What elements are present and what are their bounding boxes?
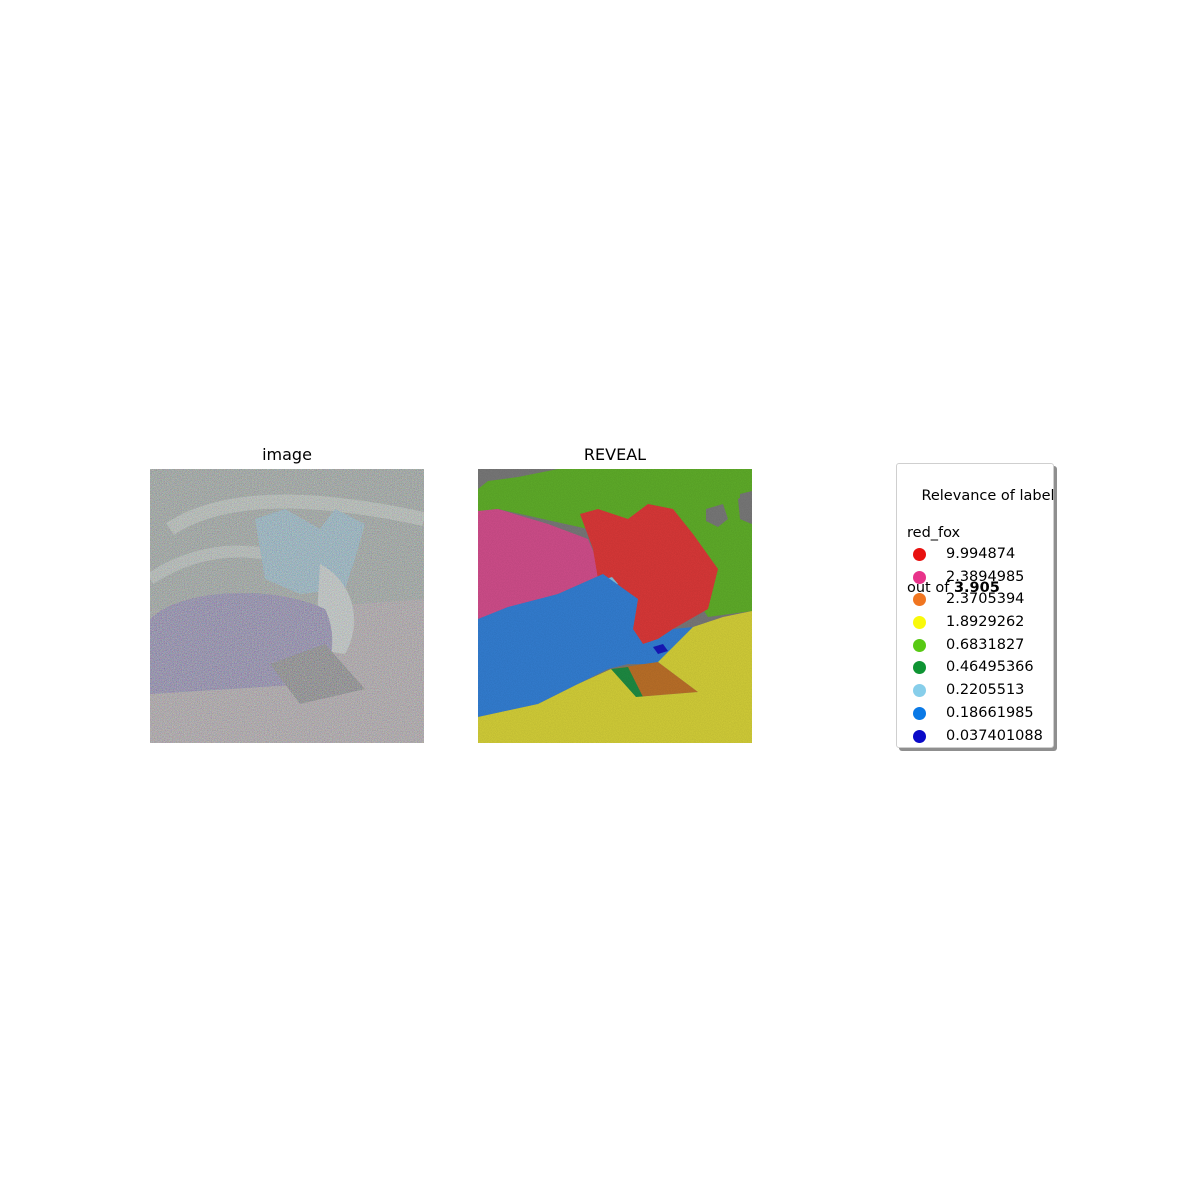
relevance-legend: Relevance of label red_fox out of 3.905 …	[896, 463, 1055, 748]
legend-item: 0.6831827	[897, 635, 1053, 658]
legend-entries: 9.994874 2.3894985 2.3705394 1.8929262 0.683…	[897, 544, 1053, 748]
legend-value: 0.2205513	[946, 682, 1025, 699]
noisy-image-svg	[150, 469, 424, 743]
legend-value: 0.18661985	[946, 704, 1034, 721]
legend-marker-icon	[913, 729, 926, 743]
legend-marker-icon	[913, 593, 926, 607]
legend-title-total: out of 3.905	[903, 579, 1055, 598]
legend-value: 2.3894985	[946, 568, 1025, 585]
legend-item: 0.037401088	[897, 726, 1053, 749]
segment-dark-green	[611, 667, 643, 701]
reveal-panel-title: REVEAL	[583, 445, 647, 464]
legend-item: 0.2205513	[897, 680, 1053, 703]
legend-item: 1.8929262	[897, 612, 1053, 635]
legend-value: 0.6831827	[946, 636, 1025, 653]
legend-marker-icon	[913, 661, 926, 675]
legend-marker-icon	[913, 616, 926, 630]
legend-marker-icon	[913, 638, 926, 652]
legend-value: 0.46495366	[946, 659, 1034, 676]
legend-item: 0.46495366	[897, 657, 1053, 680]
legend-value: 1.8929262	[946, 614, 1025, 631]
segment-blue	[478, 574, 693, 717]
input-image	[150, 469, 424, 743]
segment-gray-hole-1	[706, 504, 728, 527]
legend-title-line1: Relevance of label	[921, 487, 1055, 504]
legend-title-label: red_fox	[907, 524, 961, 541]
segment-yellow	[478, 611, 752, 743]
legend-value: 9.994874	[946, 546, 1016, 562]
legend-item: 2.3705394	[897, 589, 1053, 612]
legend-item: 9.994874	[897, 544, 1053, 567]
legend-marker-icon	[913, 684, 926, 698]
legend-marker-icon	[913, 706, 926, 720]
segment-pink	[478, 509, 603, 619]
legend-marker-icon	[913, 548, 926, 561]
legend-title: Relevance of label red_fox out of 3.905	[903, 468, 1055, 635]
legend-item: 0.18661985	[897, 703, 1053, 726]
image-panel-title: image	[262, 445, 312, 464]
legend-value: 0.037401088	[946, 727, 1043, 744]
segment-dark-blue	[653, 644, 668, 654]
segmentation-svg	[478, 469, 752, 743]
legend-total-prefix: out of	[907, 580, 954, 596]
legend-item: 2.3894985	[897, 567, 1053, 590]
legend-value: 2.3705394	[946, 591, 1025, 608]
segment-red	[580, 504, 718, 644]
legend-marker-icon	[913, 570, 926, 584]
segment-gray-hole-2	[740, 491, 752, 524]
legend-total-value: 3.905	[953, 580, 1000, 596]
reveal-map	[478, 469, 752, 743]
